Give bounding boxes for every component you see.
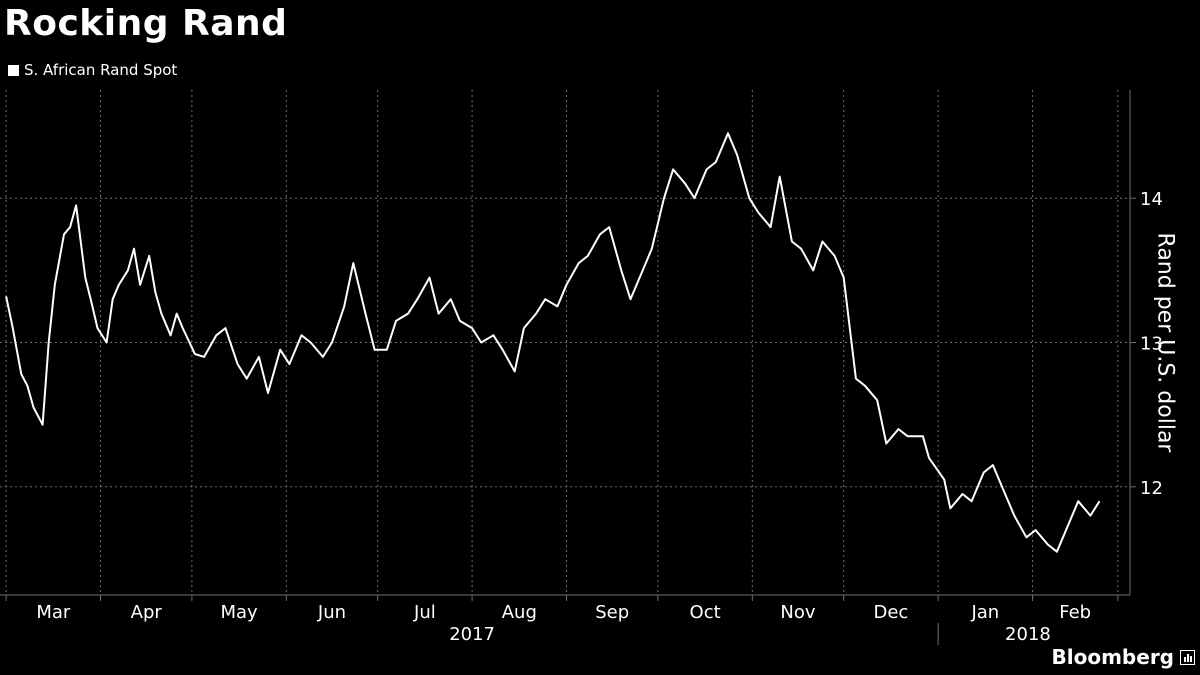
y-tick-label: 14 xyxy=(1140,189,1163,210)
bloomberg-logo-icon xyxy=(1180,649,1195,665)
x-tick-label: Apr xyxy=(131,602,163,623)
y-tick-label: 12 xyxy=(1140,478,1163,499)
series-line xyxy=(5,132,1101,553)
x-tick-label: May xyxy=(220,602,258,623)
brand-name: Bloomberg xyxy=(1051,645,1174,669)
label-layer: 12 13 14 Mar Apr May Jun Jul Aug Sep Oct Nov Dec Jan F… xyxy=(36,189,1163,645)
legend: S. African Rand Spot xyxy=(8,61,177,79)
y-axis-label: Rand per U.S. dollar xyxy=(1130,90,1200,595)
x-tick-label: Feb xyxy=(1059,602,1091,623)
axis-layer xyxy=(0,90,1136,645)
year-label: 2018 xyxy=(1005,624,1051,645)
y-tick-label: 13 xyxy=(1140,334,1163,355)
x-tick-label: Nov xyxy=(780,602,815,623)
legend-swatch xyxy=(8,64,19,76)
y-axis-label-text: Rand per U.S. dollar xyxy=(1152,232,1178,453)
x-tick-label: Dec xyxy=(873,602,908,623)
grid-layer xyxy=(0,90,1130,595)
x-tick-label: Sep xyxy=(595,602,629,623)
legend-label: S. African Rand Spot xyxy=(24,61,178,79)
brand: Bloomberg xyxy=(1052,645,1195,669)
x-tick-label: Aug xyxy=(502,602,537,623)
series-layer xyxy=(5,132,1101,553)
x-tick-label: Jun xyxy=(317,602,346,623)
year-label: 2017 xyxy=(449,624,495,645)
x-tick-label: Jul xyxy=(413,602,436,623)
chart-title: Rocking Rand xyxy=(4,3,288,44)
x-tick-label: Oct xyxy=(690,602,721,623)
x-tick-label: Mar xyxy=(36,602,71,623)
x-tick-label: Jan xyxy=(970,602,999,623)
